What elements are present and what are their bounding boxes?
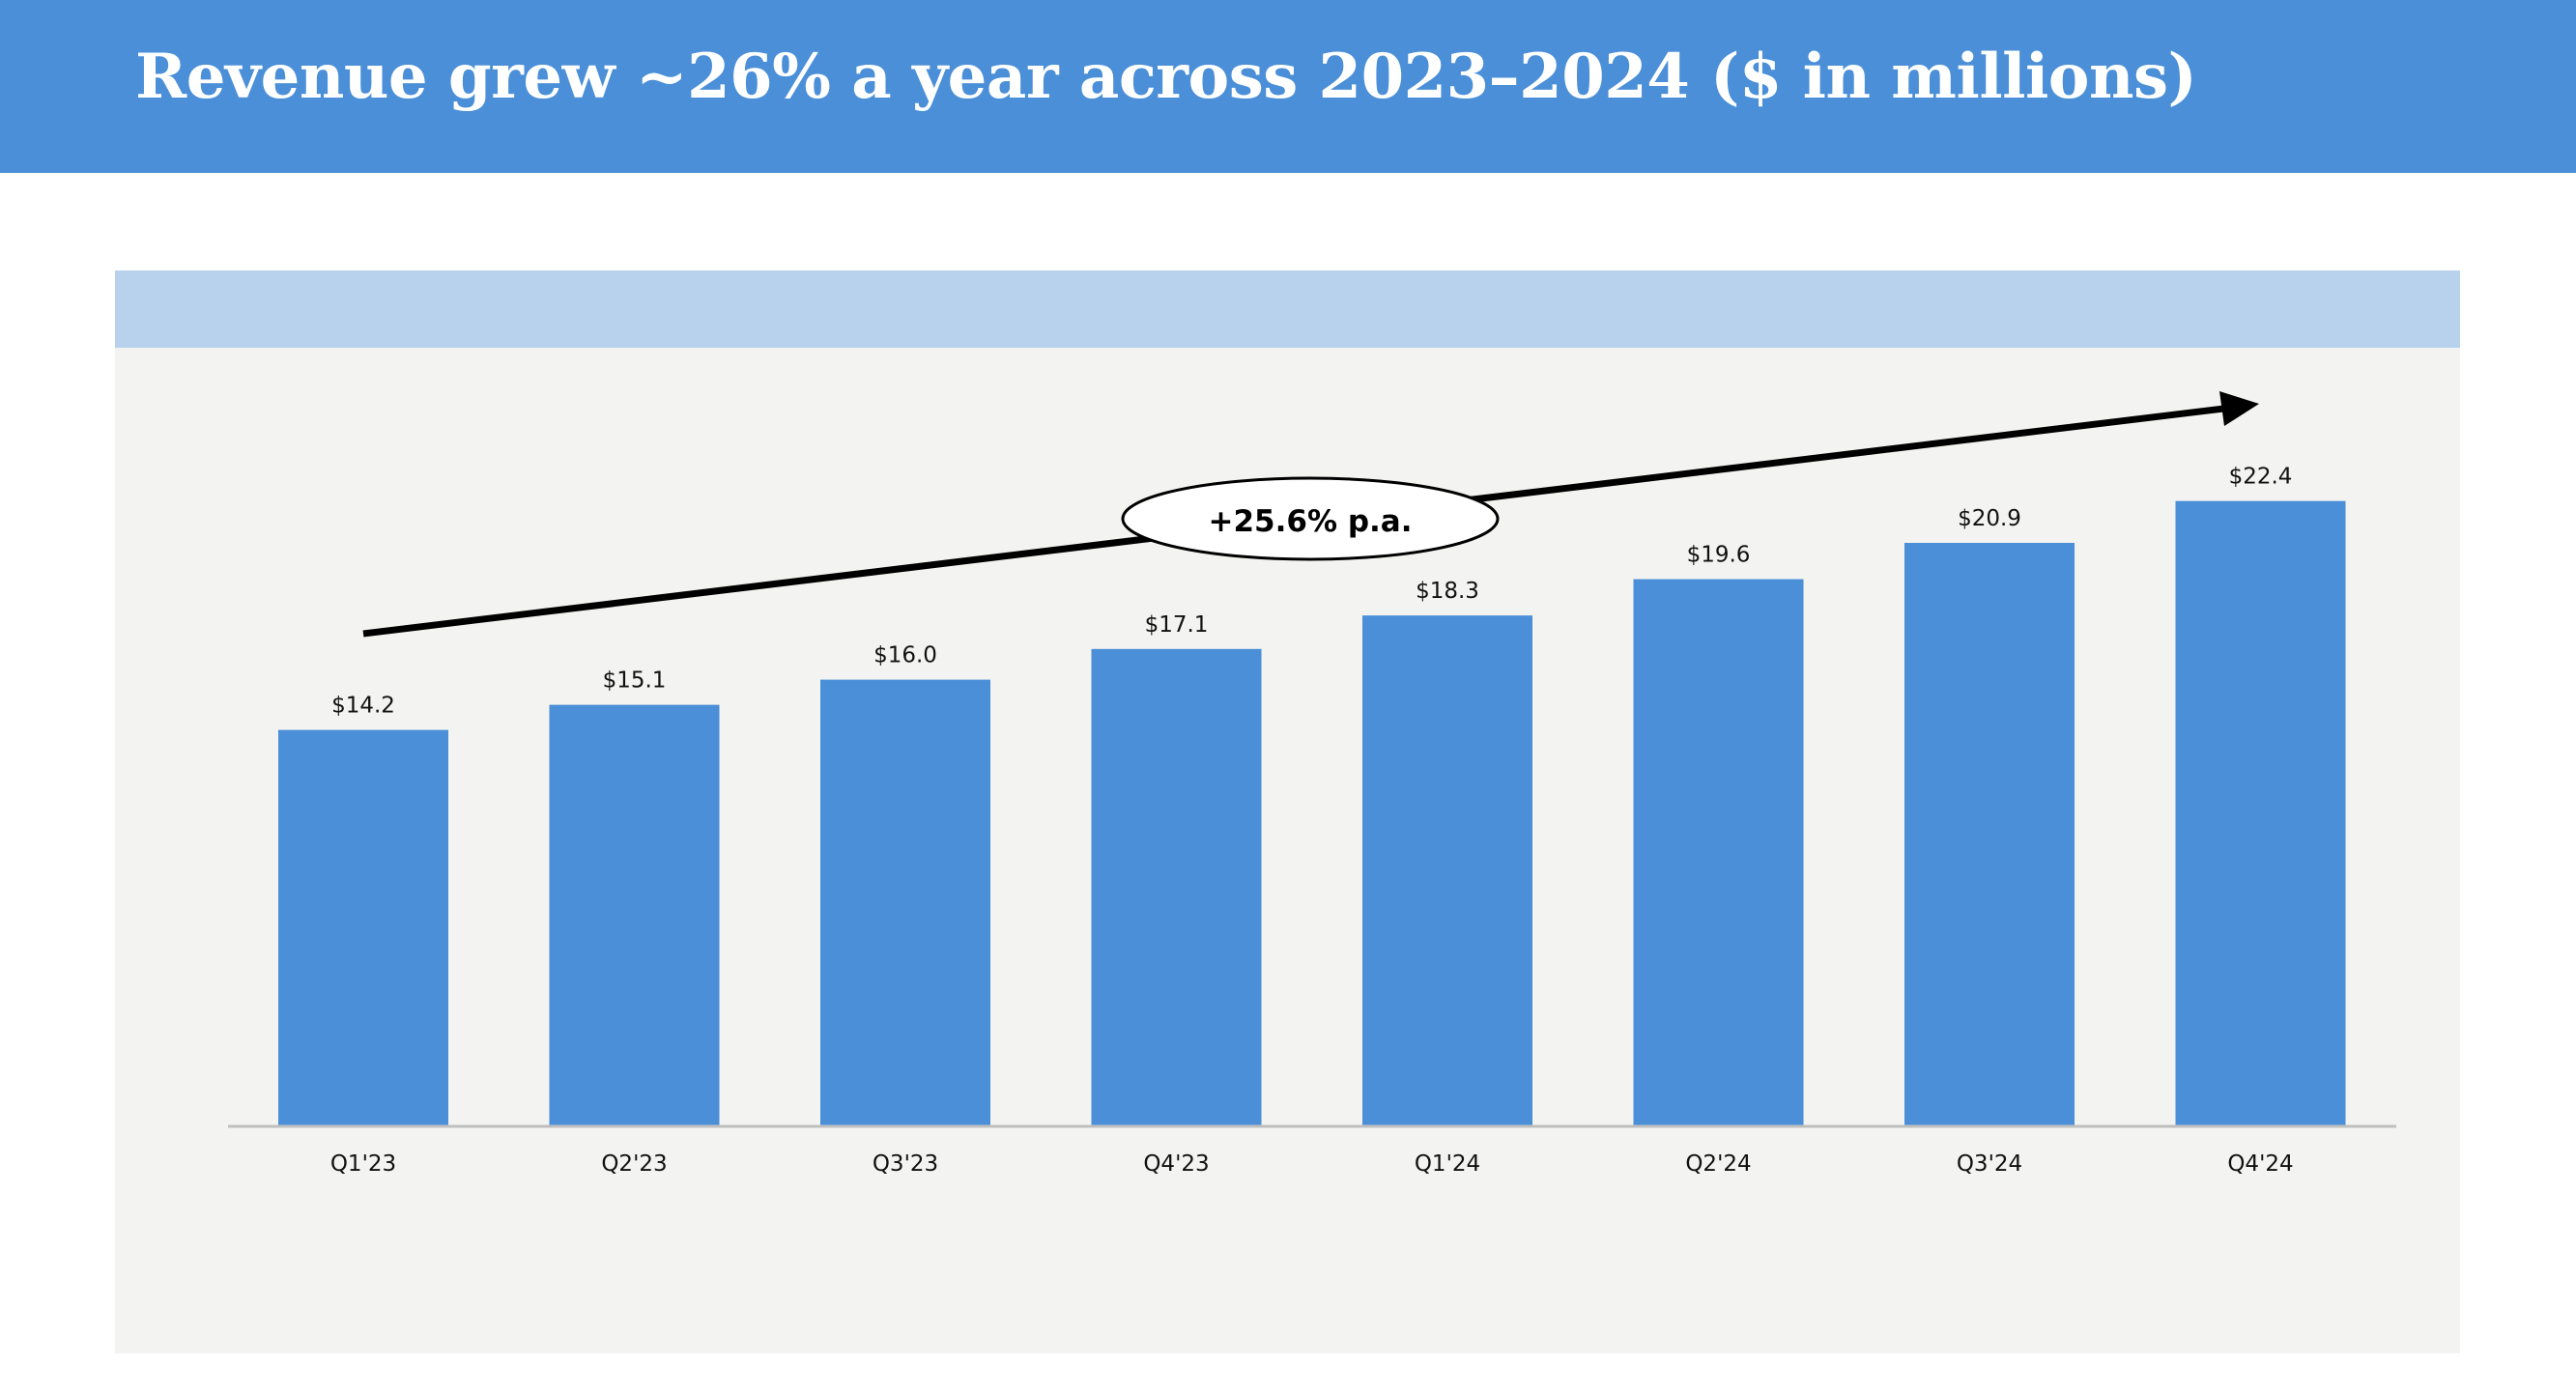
- growth-annotation: +25.6% p.a.: [362, 391, 2259, 638]
- growth-callout-bubble: [1121, 476, 1500, 561]
- x-tick-label: Q2'24: [1685, 1151, 1751, 1177]
- x-tick-label: Q2'23: [601, 1151, 667, 1177]
- growth-arrow-head: [2219, 391, 2259, 426]
- x-tick-label: Q4'23: [1143, 1151, 1209, 1177]
- bar-value-label: $22.4: [2229, 465, 2293, 490]
- title-bar: Revenue grew ~26% a year across 2023–202…: [0, 0, 2576, 173]
- bar-q123: [278, 729, 448, 1126]
- bar-value-label: $17.1: [1145, 612, 1209, 638]
- bar-value-label: $20.9: [1958, 506, 2021, 531]
- x-tick-label: Q3'23: [873, 1151, 938, 1177]
- x-tick-label: Q4'24: [2227, 1151, 2293, 1177]
- bar-q324: [1904, 542, 2075, 1126]
- bar-value-label: $14.2: [331, 694, 395, 719]
- x-tick-label: Q3'24: [1957, 1151, 2022, 1177]
- bar-q224: [1633, 579, 1804, 1126]
- bar-q124: [1362, 615, 1532, 1126]
- x-tick-label: Q1'23: [330, 1151, 396, 1177]
- x-tick-label: Q1'24: [1415, 1151, 1480, 1177]
- bar-q424: [2175, 500, 2346, 1126]
- page-title: Revenue grew ~26% a year across 2023–202…: [135, 41, 2197, 113]
- bar-q423: [1091, 648, 1262, 1126]
- bar-value-label: $18.3: [1416, 579, 1479, 604]
- growth-callout-text: +25.6% p.a.: [1209, 504, 1413, 539]
- bar-value-label: $15.1: [603, 668, 667, 694]
- labels-layer: $14.2 Q1'23 $15.1 Q2'23 $16.0 Q3'23 $17.1 Q4'23…: [330, 465, 2294, 1177]
- bar-q223: [549, 704, 720, 1126]
- bars-layer: [278, 500, 2346, 1126]
- chart-panel-band: [115, 270, 2460, 348]
- bar-value-label: $19.6: [1687, 543, 1751, 568]
- bar-q323: [820, 679, 990, 1126]
- bar-value-label: $16.0: [873, 643, 937, 668]
